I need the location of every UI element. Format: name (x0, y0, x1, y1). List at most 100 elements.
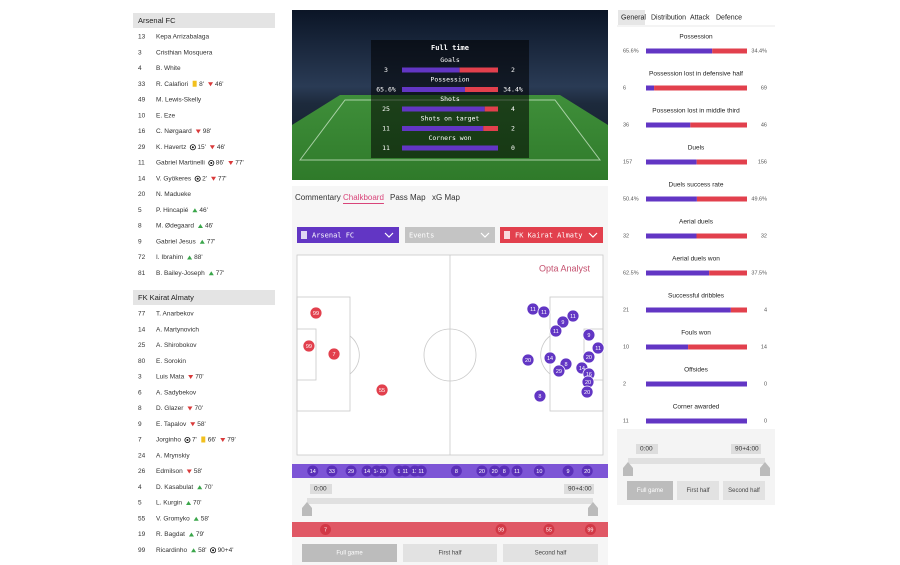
away-bar (690, 122, 747, 128)
timeline-marker[interactable] (581, 465, 593, 477)
event-marker[interactable] (521, 353, 535, 367)
timeline-marker[interactable] (361, 465, 373, 477)
period-button[interactable] (403, 544, 497, 562)
event-marker[interactable] (533, 389, 547, 403)
event-minute: 79' (196, 531, 204, 538)
sub-off-icon (220, 438, 226, 442)
period-button-label[interactable]: Second half (535, 551, 567, 557)
timeline-marker[interactable] (320, 524, 332, 535)
marker-number: 14 (579, 366, 585, 372)
period-button[interactable] (503, 544, 598, 562)
player-number: 9 (138, 238, 142, 245)
slider-handle[interactable] (623, 462, 633, 476)
marker-number: 99 (306, 344, 312, 350)
filter-label[interactable]: Arsenal FC (312, 232, 354, 240)
stat-away-value: 32 (761, 233, 767, 239)
period-button-label[interactable]: Full game (336, 551, 363, 557)
slider-handle[interactable] (760, 462, 770, 476)
timeline-marker[interactable] (511, 465, 523, 477)
time-start: 0:00 (640, 446, 653, 453)
event-marker[interactable] (552, 364, 566, 378)
filter-dropdown[interactable] (297, 227, 399, 243)
stat-tab[interactable]: Distribution (651, 14, 686, 21)
away-bar (459, 67, 498, 73)
summary-stat-label: Shots (440, 95, 460, 103)
timeline-marker[interactable] (415, 465, 427, 477)
stat-away-value: 14 (761, 344, 767, 350)
opta-logo: Opta Analyst (539, 263, 591, 273)
timeline-marker[interactable] (450, 465, 462, 477)
event-marker[interactable] (580, 385, 594, 399)
timeline-number: 1 (397, 469, 400, 475)
event-marker[interactable] (375, 383, 389, 397)
timeline-number: 33 (329, 469, 335, 475)
tab[interactable]: xG Map (432, 193, 461, 202)
marker-number: 8 (538, 394, 541, 400)
event-marker[interactable] (302, 339, 316, 353)
marker-number: 20 (525, 358, 531, 364)
period-button-label[interactable]: First half (438, 551, 461, 557)
slider-track (628, 458, 765, 464)
goal-icon-dot (196, 177, 199, 180)
event-marker[interactable] (566, 309, 580, 323)
event-marker[interactable] (591, 341, 605, 355)
goal-icon-dot (191, 146, 194, 149)
timeline-marker[interactable] (377, 465, 389, 477)
filter-dropdown[interactable] (500, 227, 603, 243)
event-marker[interactable] (309, 306, 323, 320)
timeline-marker[interactable] (543, 524, 555, 535)
stat-tab[interactable]: Defence (716, 14, 742, 21)
event-marker[interactable] (582, 328, 596, 342)
event-marker[interactable] (556, 315, 570, 329)
period-button-label[interactable]: Second half (728, 488, 760, 494)
timeline-marker[interactable] (495, 524, 507, 535)
filter-dropdown[interactable] (405, 227, 495, 243)
slider-handle[interactable] (302, 502, 312, 516)
tab[interactable]: Pass Map (390, 193, 426, 202)
period-button[interactable] (302, 544, 397, 562)
timeline-marker[interactable] (476, 465, 488, 477)
timeline-marker[interactable] (533, 465, 545, 477)
home-bar (646, 48, 713, 54)
event-marker[interactable] (582, 350, 596, 364)
event-marker[interactable] (327, 347, 341, 361)
summary-away-value: 2 (511, 66, 515, 74)
period-button[interactable] (627, 481, 673, 500)
timeline-marker[interactable] (345, 465, 357, 477)
timeline-marker[interactable] (584, 524, 596, 535)
event-marker[interactable] (543, 351, 557, 365)
event-minute: 46' (199, 207, 207, 214)
stat-home-value: 10 (623, 344, 629, 350)
event-marker[interactable] (549, 324, 563, 338)
timeline-marker[interactable] (562, 465, 574, 477)
event-minute: 46' (215, 81, 223, 88)
period-button-label[interactable]: First half (686, 488, 709, 494)
player-number: 4 (138, 484, 142, 491)
timeline-number: 10 (536, 469, 542, 475)
timeline-marker[interactable] (326, 465, 338, 477)
timeline-marker[interactable] (489, 465, 501, 477)
period-button[interactable] (677, 481, 719, 500)
stat-tab[interactable]: General (621, 14, 646, 21)
tab[interactable]: Chalkboard (343, 193, 384, 202)
tab[interactable]: Commentary (295, 193, 341, 202)
filter-label[interactable]: Events (409, 232, 434, 240)
timeline-number: 8 (455, 469, 458, 475)
period-button-label[interactable]: Full game (637, 488, 664, 494)
timeline-marker[interactable] (399, 465, 411, 477)
timeline-number: 14 (374, 469, 380, 475)
timeline-marker[interactable] (307, 465, 319, 477)
event-marker[interactable] (537, 305, 551, 319)
stat-tab[interactable]: Attack (690, 14, 710, 21)
filter-label[interactable]: FK Kairat Almaty (515, 232, 582, 240)
player-name: M. Lewis-Skelly (156, 97, 202, 104)
slider-handle[interactable] (588, 502, 598, 516)
lineup-panel (133, 10, 275, 565)
home-bar (646, 122, 691, 128)
timeline-marker[interactable] (498, 465, 510, 477)
player-number: 25 (138, 342, 146, 349)
period-button[interactable] (723, 481, 765, 500)
player-number: 13 (138, 34, 146, 41)
player-number: 24 (138, 452, 146, 459)
timeline-number: 99 (587, 527, 593, 533)
